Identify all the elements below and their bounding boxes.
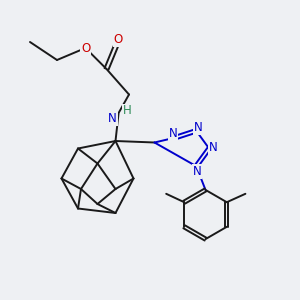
Text: N: N <box>193 165 201 178</box>
Text: O: O <box>81 41 90 55</box>
Text: N: N <box>194 121 203 134</box>
Text: N: N <box>209 141 218 154</box>
Text: N: N <box>108 112 117 125</box>
Text: H: H <box>122 104 131 118</box>
Text: N: N <box>169 128 177 140</box>
Text: O: O <box>114 33 123 46</box>
